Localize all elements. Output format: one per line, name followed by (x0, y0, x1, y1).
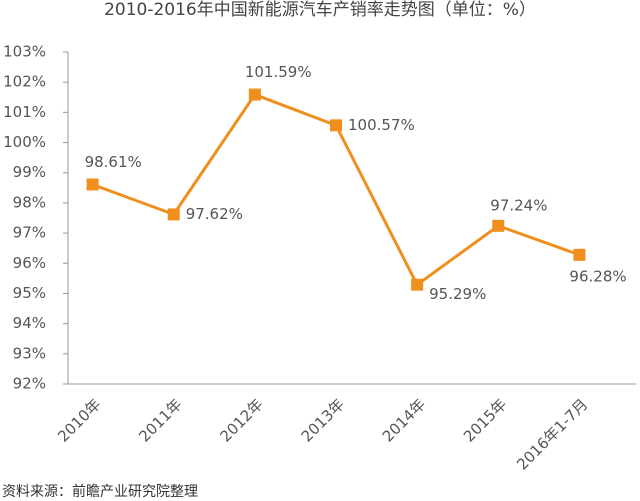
data-label: 95.29% (429, 285, 486, 303)
chart-title: 2010-2016年中国新能源汽车产销率走势图（单位：%） (104, 0, 536, 20)
y-tick-label: 101% (3, 103, 46, 121)
y-tick-label: 92% (13, 375, 46, 393)
y-tick-label: 102% (3, 73, 46, 91)
x-tick-label: 2016年1-7月 (513, 395, 591, 473)
y-tick-label: 98% (13, 193, 46, 211)
y-tick-label: 100% (3, 133, 46, 151)
x-tick-label: 2012年 (217, 395, 267, 445)
marker (167, 208, 180, 221)
x-tick-label: 2010年 (54, 395, 104, 445)
data-label: 96.28% (569, 267, 626, 285)
y-tick-label: 93% (13, 344, 46, 362)
y-tick-label: 94% (13, 314, 46, 332)
y-tick-label: 95% (13, 284, 46, 302)
data-label: 97.62% (186, 205, 243, 223)
x-tick-label: 2011年 (135, 395, 185, 445)
y-tick-label: 99% (13, 163, 46, 181)
marker (573, 248, 586, 261)
data-label: 97.24% (490, 196, 547, 214)
x-tick-label: 2015年 (460, 395, 510, 445)
y-tick-label: 97% (13, 224, 46, 242)
marker (411, 278, 424, 291)
x-tick-label: 2014年 (379, 395, 429, 445)
source-note: 资料来源：前瞻产业研究院整理 (2, 483, 198, 500)
marker (330, 119, 342, 132)
data-label: 101.59% (245, 63, 312, 81)
y-tick-label: 103% (3, 43, 46, 61)
data-label: 98.61% (85, 153, 142, 171)
marker (86, 178, 99, 191)
x-tick-label: 2013年 (298, 395, 348, 445)
marker (492, 219, 505, 232)
y-tick-label: 96% (13, 254, 46, 272)
data-label: 100.57% (348, 116, 415, 134)
marker (248, 88, 261, 101)
